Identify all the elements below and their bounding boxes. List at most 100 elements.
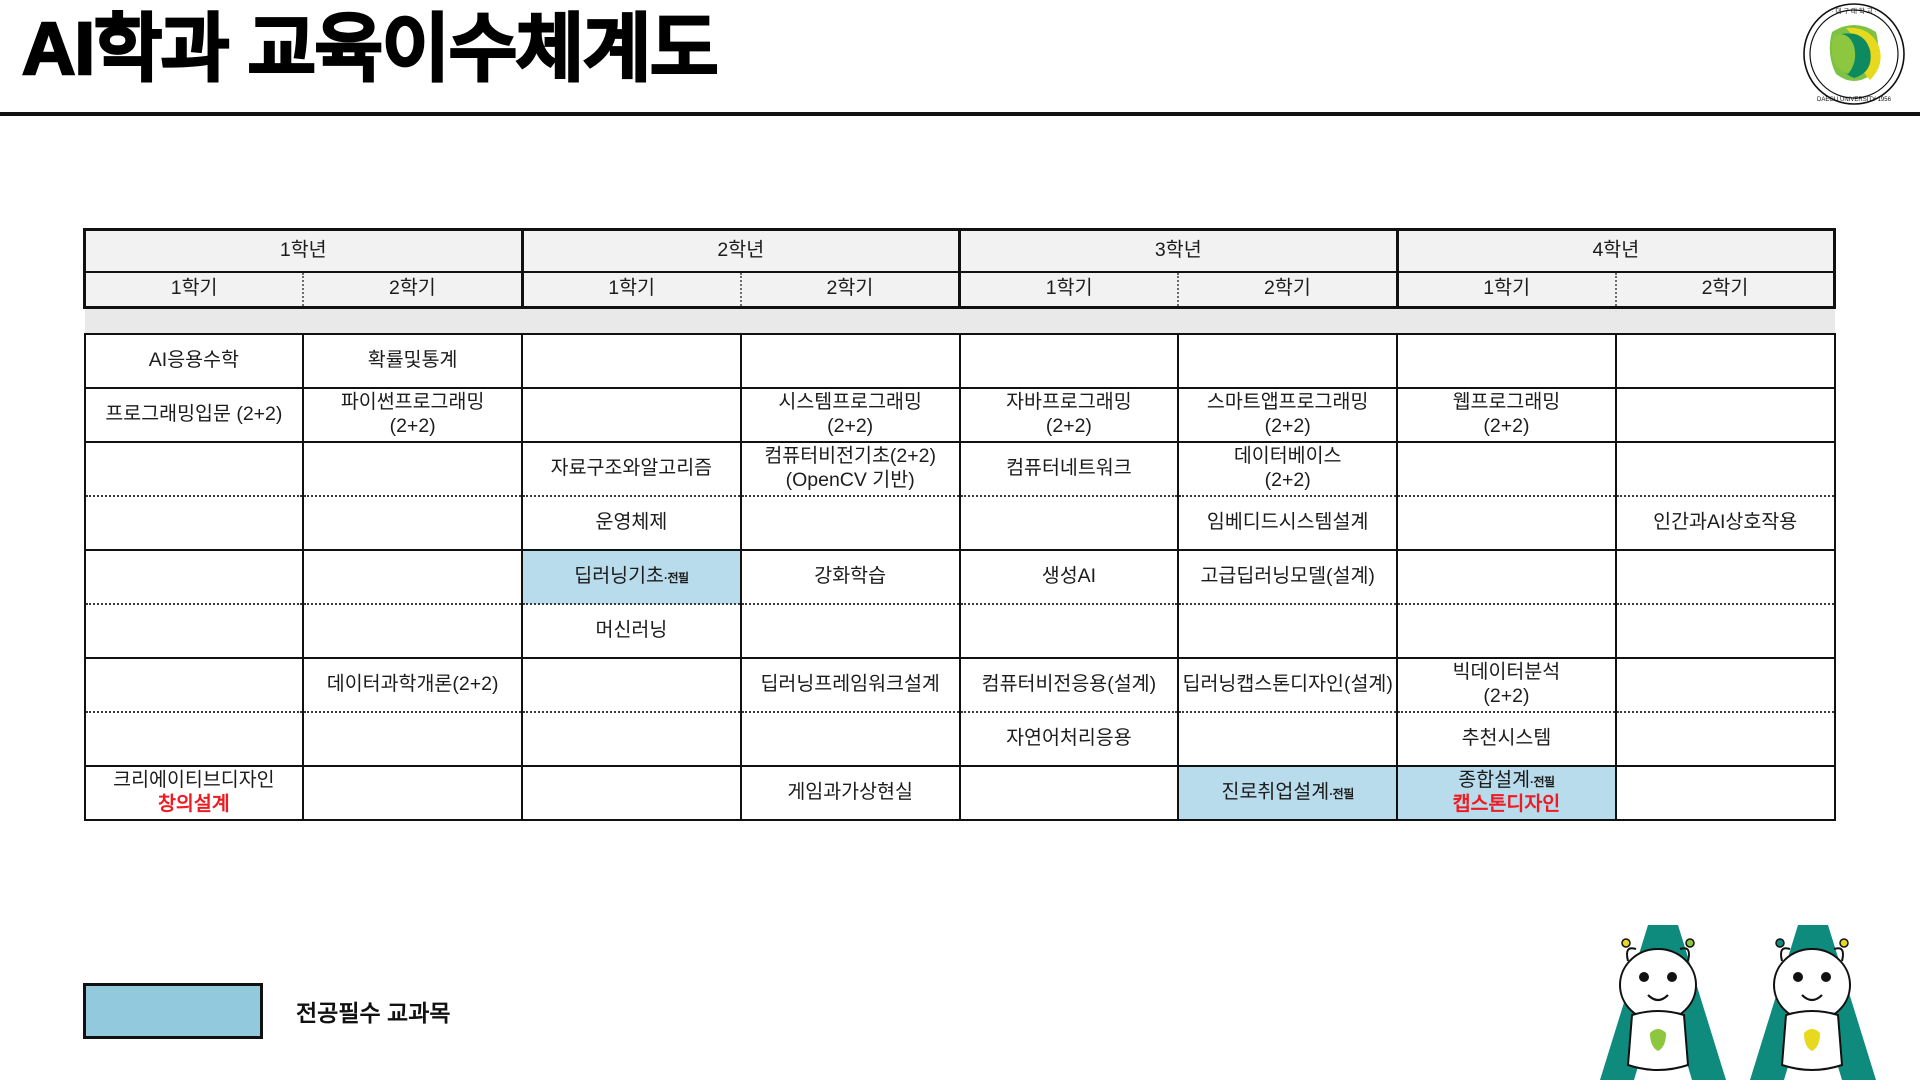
course-cell[interactable]: 데이터과학개론(2+2) bbox=[302, 656, 524, 713]
semester-header-row: 1학기 2학기 1학기 2학기 1학기 2학기 1학기 2학기 bbox=[83, 271, 1837, 309]
course-cell[interactable]: 종합설계·전필 캡스톤디자인 bbox=[1396, 764, 1617, 821]
course-cell[interactable]: 자료구조와알고리즘 bbox=[521, 440, 742, 497]
course-name: (2+2) bbox=[1045, 414, 1092, 437]
course-cell[interactable]: 고급딥러닝모델(설계) bbox=[1177, 548, 1399, 605]
course-cell[interactable]: 운영체제 bbox=[521, 494, 742, 551]
empty-cell bbox=[302, 764, 524, 821]
course-cell[interactable]: 시스템프로그래밍 (2+2) bbox=[739, 386, 961, 443]
course-name: 컴퓨터네트워크 bbox=[1006, 456, 1132, 479]
mascot-illustration bbox=[1560, 865, 1920, 1080]
course-cell[interactable]: 프로그래밍입문 (2+2) bbox=[83, 386, 305, 443]
curriculum-row: 자연어처리응용 추천시스템 bbox=[83, 710, 1836, 767]
course-cell[interactable]: 빅데이터분석 (2+2) bbox=[1396, 656, 1617, 713]
semester-header-1-2: 2학기 bbox=[302, 271, 524, 309]
semester-header-3-1: 1학기 bbox=[958, 271, 1179, 309]
empty-cell bbox=[1177, 710, 1399, 767]
empty-cell bbox=[958, 764, 1180, 821]
empty-cell bbox=[83, 656, 305, 713]
course-name: 고급딥러닝모델(설계) bbox=[1200, 564, 1375, 587]
course-name: 강화학습 bbox=[814, 564, 887, 587]
course-cell[interactable]: 딥러닝캡스톤디자인(설계) bbox=[1177, 656, 1399, 713]
empty-cell bbox=[1177, 602, 1399, 659]
empty-cell bbox=[83, 710, 305, 767]
course-name: 임베디드시스템설계 bbox=[1206, 510, 1369, 533]
course-name: 자연어처리응용 bbox=[1006, 726, 1132, 749]
curriculum-table-body: AI응용수학 확률및통계 프로그래밍입문 (2+2) 파이썬프로그래밍 (2+2) 시스템… bbox=[83, 307, 1836, 821]
course-cell[interactable]: 자연어처리응용 bbox=[958, 710, 1180, 767]
course-name: 시스템프로그래밍 bbox=[778, 390, 922, 413]
empty-cell bbox=[1396, 332, 1617, 389]
curriculum-row: 프로그래밍입문 (2+2) 파이썬프로그래밍 (2+2) 시스템프로그래밍 (2+2) 자… bbox=[83, 386, 1836, 443]
empty-cell bbox=[1614, 602, 1836, 659]
header-spacer-cell bbox=[84, 307, 1835, 334]
course-cell[interactable]: 확률및통계 bbox=[302, 332, 524, 389]
course-name: 딥러닝기초·전필 bbox=[574, 564, 689, 587]
empty-cell bbox=[1614, 440, 1836, 497]
design-course-name: 캡스톤디자인 bbox=[1452, 792, 1561, 815]
empty-cell bbox=[1614, 656, 1836, 713]
course-cell[interactable]: AI응용수학 bbox=[83, 332, 305, 389]
course-name: 게임과가상현실 bbox=[787, 780, 913, 803]
curriculum-row: 딥러닝기초·전필 강화학습 생성AI 고급딥러닝모델(설계) bbox=[83, 548, 1836, 605]
empty-cell bbox=[1614, 386, 1836, 443]
legend-label: 전공필수 교과목 bbox=[296, 1000, 451, 1026]
empty-cell bbox=[1177, 332, 1399, 389]
empty-cell bbox=[302, 548, 524, 605]
course-cell[interactable]: 웹프로그래밍 (2+2) bbox=[1396, 386, 1617, 443]
course-name: 웹프로그래밍 bbox=[1452, 390, 1561, 413]
semester-header-4-1: 1학기 bbox=[1395, 271, 1616, 309]
course-cell[interactable]: 컴퓨터비전응용(설계) bbox=[958, 656, 1180, 713]
required-course-mark: ·전필 bbox=[663, 570, 689, 585]
course-name: 스마트앱프로그래밍 bbox=[1206, 390, 1369, 413]
semester-header-4-2: 2학기 bbox=[1614, 271, 1837, 309]
legend-swatch-required-course bbox=[83, 983, 263, 1039]
course-name: 딥러닝캡스톤디자인(설계) bbox=[1182, 672, 1393, 695]
curriculum-row: AI응용수학 확률및통계 bbox=[83, 332, 1836, 389]
page-title: AI학과 교육이수체계도 bbox=[21, 6, 720, 92]
curriculum-row: 자료구조와알고리즘 컴퓨터비전기초(2+2) (OpenCV 기반) 컴퓨터네트워크 데… bbox=[83, 440, 1836, 497]
course-cell[interactable]: 인간과AI상호작용 bbox=[1614, 494, 1836, 551]
course-cell[interactable]: 자바프로그래밍 (2+2) bbox=[958, 386, 1180, 443]
course-cell[interactable]: 딥러닝프레임워크설계 bbox=[739, 656, 961, 713]
empty-cell bbox=[302, 602, 524, 659]
course-name: (2+2) bbox=[827, 414, 874, 437]
year-header-row: 1학년 2학년 3학년 4학년 bbox=[83, 228, 1837, 273]
course-name: 자료구조와알고리즘 bbox=[550, 456, 713, 479]
empty-cell bbox=[958, 332, 1180, 389]
course-name: AI응용수학 bbox=[148, 348, 239, 371]
course-name: 파이썬프로그래밍 bbox=[340, 390, 485, 413]
course-name: 머신러닝 bbox=[595, 618, 668, 641]
course-name: (2+2) bbox=[1264, 414, 1311, 437]
course-cell[interactable]: 강화학습 bbox=[739, 548, 961, 605]
course-cell[interactable]: 생성AI bbox=[958, 548, 1180, 605]
empty-cell bbox=[958, 602, 1180, 659]
course-name: (2+2) bbox=[1264, 468, 1311, 491]
curriculum-row: 데이터과학개론(2+2) 딥러닝프레임워크설계 컴퓨터비전응용(설계) 딥러닝캡스톤디… bbox=[83, 656, 1836, 713]
course-cell[interactable]: 딥러닝기초·전필 bbox=[521, 548, 742, 605]
course-cell[interactable]: 컴퓨터비전기초(2+2) (OpenCV 기반) bbox=[739, 440, 961, 497]
empty-cell bbox=[1396, 440, 1617, 497]
required-course-mark: ·전필 bbox=[1329, 786, 1354, 801]
course-cell[interactable]: 머신러닝 bbox=[521, 602, 742, 659]
semester-header-2-2: 2학기 bbox=[739, 271, 962, 309]
course-name: (2+2) bbox=[389, 414, 436, 437]
course-cell[interactable]: 게임과가상현실 bbox=[739, 764, 961, 821]
curriculum-row: 머신러닝 bbox=[83, 602, 1836, 659]
course-name: 크리에이티브디자인 bbox=[113, 768, 275, 791]
header-divider bbox=[0, 112, 1920, 116]
course-cell[interactable]: 데이터베이스 (2+2) bbox=[1177, 440, 1399, 497]
course-cell[interactable]: 스마트앱프로그래밍 (2+2) bbox=[1177, 386, 1399, 443]
empty-cell bbox=[521, 710, 742, 767]
course-cell[interactable]: 임베디드시스템설계 bbox=[1177, 494, 1399, 551]
course-cell[interactable]: 컴퓨터네트워크 bbox=[958, 440, 1180, 497]
legend: 전공필수 교과목 bbox=[83, 983, 451, 1039]
course-cell[interactable]: 파이썬프로그래밍 (2+2) bbox=[302, 386, 524, 443]
course-cell[interactable]: 추천시스템 bbox=[1396, 710, 1617, 767]
empty-cell bbox=[83, 494, 305, 551]
empty-cell bbox=[1396, 548, 1617, 605]
course-name: 인간과AI상호작용 bbox=[1653, 510, 1798, 533]
page-header: AI학과 교육이수체계도 · 대 구 대 학 교 · DAEGU UNIVERS… bbox=[0, 0, 1920, 116]
course-cell[interactable]: 진로취업설계·전필 bbox=[1177, 764, 1399, 821]
empty-cell bbox=[302, 494, 524, 551]
course-cell[interactable]: 크리에이티브디자인 창의설계 bbox=[83, 764, 305, 821]
